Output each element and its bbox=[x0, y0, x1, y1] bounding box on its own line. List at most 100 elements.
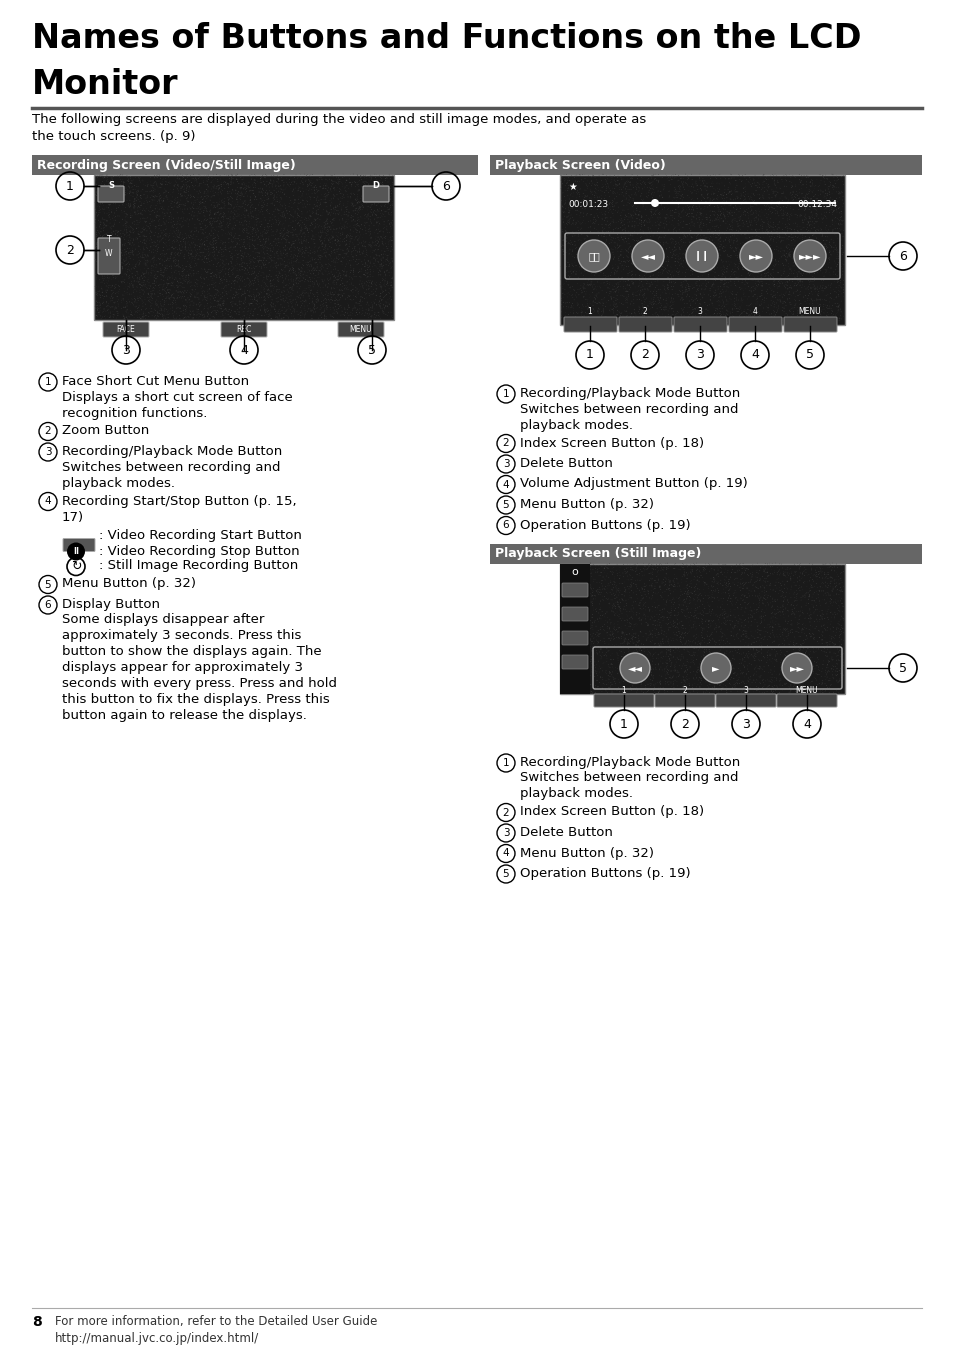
Point bbox=[673, 268, 688, 290]
Point bbox=[569, 673, 584, 695]
Point bbox=[132, 238, 148, 260]
Point bbox=[647, 657, 662, 679]
Point bbox=[263, 241, 278, 262]
Point bbox=[157, 174, 172, 196]
Point bbox=[327, 250, 342, 272]
Point bbox=[599, 211, 615, 233]
Point bbox=[814, 600, 829, 622]
Point bbox=[728, 586, 743, 608]
Point bbox=[577, 228, 592, 250]
Point bbox=[657, 233, 672, 254]
Point bbox=[781, 218, 797, 239]
Point bbox=[573, 190, 588, 212]
Point bbox=[702, 241, 718, 262]
Point bbox=[739, 679, 754, 700]
Point bbox=[329, 248, 344, 269]
Point bbox=[317, 275, 333, 296]
Point bbox=[349, 245, 364, 267]
Point bbox=[348, 245, 363, 267]
Point bbox=[219, 299, 234, 321]
Point bbox=[314, 246, 330, 268]
Point bbox=[220, 301, 235, 322]
Point bbox=[193, 214, 208, 235]
Point bbox=[800, 284, 815, 306]
Point bbox=[555, 643, 570, 665]
Point bbox=[563, 204, 578, 226]
Point bbox=[233, 253, 249, 275]
Point bbox=[289, 291, 304, 313]
Point bbox=[641, 192, 657, 214]
Point bbox=[721, 267, 737, 288]
Point bbox=[700, 555, 715, 577]
Point bbox=[568, 238, 583, 260]
Point bbox=[600, 290, 616, 311]
Point bbox=[619, 560, 635, 582]
Point bbox=[779, 306, 794, 328]
Point bbox=[347, 171, 362, 193]
Point bbox=[563, 231, 578, 253]
Point bbox=[208, 197, 223, 219]
Point bbox=[282, 233, 297, 254]
Point bbox=[182, 209, 197, 231]
Point bbox=[198, 207, 213, 228]
Point bbox=[206, 208, 221, 230]
Point bbox=[798, 254, 813, 276]
Text: 6: 6 bbox=[898, 249, 906, 262]
Point bbox=[176, 295, 192, 317]
Point bbox=[217, 197, 233, 219]
Point bbox=[751, 594, 766, 616]
Point bbox=[635, 598, 650, 620]
Point bbox=[91, 302, 106, 324]
Point bbox=[665, 186, 680, 208]
Point bbox=[294, 170, 309, 192]
Point bbox=[591, 230, 606, 252]
Point bbox=[713, 597, 728, 619]
Point bbox=[628, 639, 643, 661]
Point bbox=[795, 242, 810, 264]
Point bbox=[652, 604, 667, 626]
Point bbox=[623, 575, 639, 597]
Text: ⧖⧖: ⧖⧖ bbox=[587, 252, 599, 261]
Point bbox=[632, 579, 647, 601]
Point bbox=[705, 303, 720, 325]
Point bbox=[337, 265, 353, 287]
Point bbox=[675, 666, 690, 688]
Point bbox=[245, 180, 260, 201]
Point bbox=[729, 673, 744, 695]
Point bbox=[376, 261, 392, 283]
Point bbox=[592, 307, 607, 329]
Point bbox=[787, 242, 802, 264]
Point bbox=[676, 223, 691, 245]
Point bbox=[795, 669, 810, 691]
Point bbox=[116, 242, 132, 264]
Point bbox=[285, 279, 300, 301]
Point bbox=[296, 222, 312, 243]
Point bbox=[804, 204, 820, 226]
Point bbox=[223, 163, 238, 185]
Point bbox=[771, 243, 786, 265]
Point bbox=[724, 647, 740, 669]
Point bbox=[659, 643, 674, 665]
Point bbox=[777, 673, 792, 695]
Point bbox=[554, 245, 569, 267]
Point bbox=[281, 222, 296, 243]
Point bbox=[579, 292, 595, 314]
Point bbox=[633, 212, 648, 234]
Point bbox=[634, 207, 649, 228]
Point bbox=[313, 246, 328, 268]
Point bbox=[213, 175, 229, 197]
Point bbox=[377, 265, 393, 287]
Point bbox=[804, 635, 820, 657]
Point bbox=[207, 204, 222, 226]
Point bbox=[678, 669, 693, 691]
Point bbox=[645, 199, 660, 220]
Point bbox=[99, 282, 114, 303]
Point bbox=[121, 230, 136, 252]
Point bbox=[675, 167, 690, 189]
Point bbox=[706, 571, 721, 593]
Point bbox=[578, 657, 594, 679]
Point bbox=[253, 275, 269, 296]
Point bbox=[714, 301, 729, 322]
Point bbox=[723, 219, 739, 241]
Point bbox=[783, 306, 799, 328]
